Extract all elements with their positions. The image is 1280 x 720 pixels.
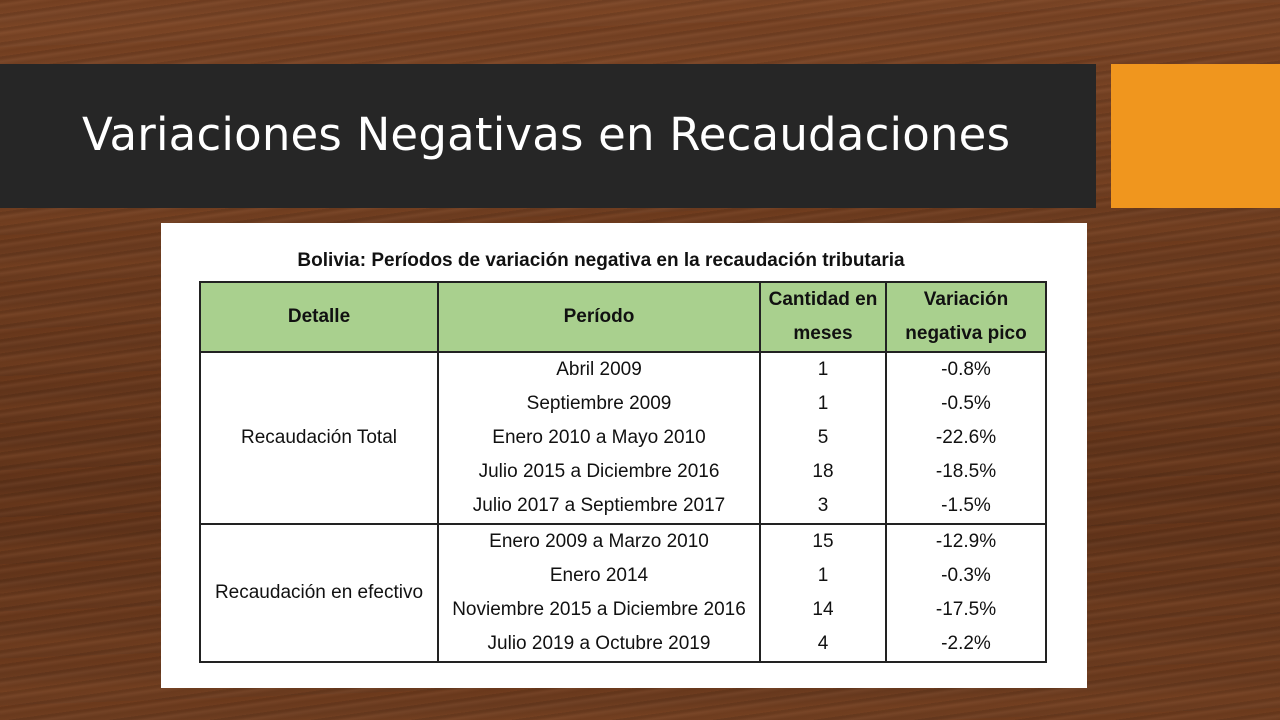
cell-periodo: Julio 2019 a Octubre 2019 bbox=[437, 627, 761, 663]
table-row: Julio 2019 a Octubre 2019 4 -2.2% bbox=[200, 627, 1047, 663]
cell-periodo: Julio 2015 a Diciembre 2016 bbox=[437, 455, 761, 489]
cell-meses: 1 bbox=[759, 559, 887, 593]
header-cantidad-line2: meses bbox=[793, 323, 853, 344]
header-periodo: Período bbox=[437, 281, 761, 353]
cell-meses: 5 bbox=[759, 421, 887, 455]
table-row: Recaudación en efectivo Enero 2009 a Mar… bbox=[199, 523, 1047, 663]
table-row: Julio 2017 a Septiembre 2017 3 -1.5% bbox=[200, 489, 1047, 525]
cell-periodo: Julio 2017 a Septiembre 2017 bbox=[437, 489, 761, 525]
header-variacion: Variación negativa pico bbox=[885, 281, 1047, 353]
data-table: Detalle Período Cantidad en meses Variaci… bbox=[199, 281, 1047, 663]
cell-periodo: Enero 2010 a Mayo 2010 bbox=[437, 421, 761, 455]
group-label-efectivo: Recaudación en efectivo bbox=[199, 523, 439, 663]
cell-variacion: -0.5% bbox=[885, 387, 1047, 421]
cell-periodo: Abril 2009 bbox=[437, 352, 761, 387]
table-caption: Bolivia: Períodos de variación negativa … bbox=[297, 250, 905, 271]
table-row: Enero 2014 1 -0.3% bbox=[200, 559, 1047, 593]
cell-meses: 1 bbox=[759, 352, 887, 387]
table-row: Enero 2010 a Mayo 2010 5 -22.6% bbox=[200, 421, 1047, 455]
accent-box bbox=[1111, 64, 1280, 208]
cell-meses: 3 bbox=[759, 489, 887, 525]
cell-meses: 15 bbox=[759, 523, 887, 559]
slide-title: Variaciones Negativas en Recaudaciones bbox=[82, 108, 1011, 161]
header-variacion-line2: negativa pico bbox=[905, 323, 1027, 344]
cell-variacion: -0.3% bbox=[885, 559, 1047, 593]
table-row: Julio 2015 a Diciembre 2016 18 -18.5% bbox=[200, 455, 1047, 489]
table-header-row: Detalle Período Cantidad en meses Variaci… bbox=[199, 281, 1047, 353]
table-row: Recaudación Total Abril 2009 1 -0.8% bbox=[199, 352, 1047, 524]
cell-variacion: -1.5% bbox=[885, 489, 1047, 525]
cell-periodo: Septiembre 2009 bbox=[437, 387, 761, 421]
table-row: Septiembre 2009 1 -0.5% bbox=[200, 387, 1047, 421]
table-image-panel: Bolivia: Períodos de variación negativa … bbox=[161, 223, 1087, 688]
header-variacion-line1: Variación bbox=[923, 289, 1009, 310]
header-cantidad: Cantidad en meses bbox=[759, 281, 887, 353]
cell-periodo: Enero 2009 a Marzo 2010 bbox=[437, 523, 761, 559]
cell-meses: 18 bbox=[759, 455, 887, 489]
cell-variacion: -12.9% bbox=[885, 523, 1047, 559]
header-detalle: Detalle bbox=[199, 281, 439, 353]
cell-meses: 14 bbox=[759, 593, 887, 627]
cell-periodo: Noviembre 2015 a Diciembre 2016 bbox=[437, 593, 761, 627]
cell-variacion: -2.2% bbox=[885, 627, 1047, 663]
table-row: Noviembre 2015 a Diciembre 2016 14 -17.5… bbox=[200, 593, 1047, 627]
cell-meses: 1 bbox=[759, 387, 887, 421]
cell-variacion: -0.8% bbox=[885, 352, 1047, 387]
header-cantidad-line1: Cantidad en bbox=[768, 289, 878, 310]
cell-variacion: -18.5% bbox=[885, 455, 1047, 489]
title-bar bbox=[0, 64, 1096, 208]
group-label-total: Recaudación Total bbox=[199, 352, 439, 524]
cell-variacion: -22.6% bbox=[885, 421, 1047, 455]
cell-meses: 4 bbox=[759, 627, 887, 663]
cell-variacion: -17.5% bbox=[885, 593, 1047, 627]
cell-periodo: Enero 2014 bbox=[437, 559, 761, 593]
